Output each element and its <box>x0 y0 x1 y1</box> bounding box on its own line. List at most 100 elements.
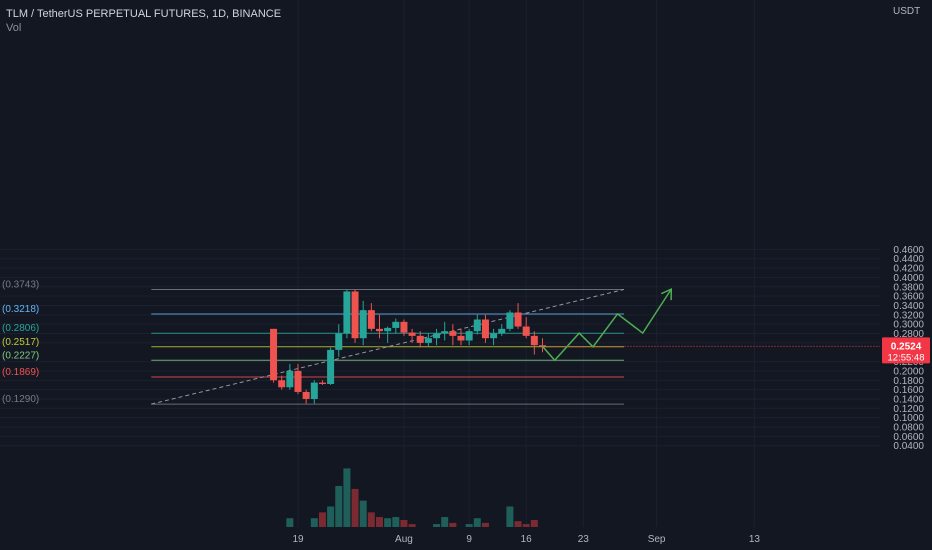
volume-bar <box>449 522 457 527</box>
volume-bar <box>286 518 294 527</box>
candle-body <box>318 382 326 385</box>
volume-bar <box>343 468 351 527</box>
candle-body <box>465 331 473 341</box>
current-price-box <box>882 337 930 364</box>
candle-body <box>449 331 457 336</box>
candle-body <box>392 321 400 328</box>
fib-level-label: (0.3743) <box>2 279 39 290</box>
price-tick-label: 0.1000 <box>893 413 924 424</box>
candle-body <box>286 370 294 388</box>
candle-body <box>424 338 432 343</box>
candle-body <box>270 328 278 381</box>
price-tick-label: 0.2000 <box>893 366 924 377</box>
time-tick-label: Aug <box>395 534 413 545</box>
volume-bar <box>506 506 514 527</box>
fib-level-label: (0.3218) <box>2 304 39 315</box>
time-tick-label: 16 <box>521 534 533 545</box>
time-tick-label: Sep <box>648 534 666 545</box>
candle-body <box>302 391 310 399</box>
volume-bar <box>465 524 473 527</box>
time-tick-label: 23 <box>578 534 590 545</box>
volume-bar <box>408 524 416 527</box>
candle-body <box>294 370 302 392</box>
volume-bar <box>392 517 400 527</box>
fib-level-label: (0.2806) <box>2 323 39 334</box>
candle-body <box>367 310 375 329</box>
candle-body <box>481 319 489 339</box>
volume-bar <box>351 488 359 527</box>
fib-retracement: (0.3743) (0.3218) (0.2806) (0.2517) (0.2227)… <box>2 279 624 405</box>
price-tick-label: 0.0800 <box>893 423 924 434</box>
candle-body <box>335 333 343 350</box>
candle-body <box>490 333 498 339</box>
price-tick-label: 0.3400 <box>893 301 924 312</box>
candle-body <box>498 328 506 334</box>
price-tick-label: 0.0400 <box>893 441 924 452</box>
candle-body <box>376 328 383 332</box>
price-tick-label: 0.4400 <box>893 254 924 265</box>
fib-level-label: (0.2227) <box>2 350 39 361</box>
price-tick-label: 0.3800 <box>893 282 924 293</box>
fib-level-label: (0.2517) <box>2 337 39 348</box>
candle-body <box>441 331 449 334</box>
time-axis: 19 Aug 9 16 23 Sep 13 <box>292 534 760 545</box>
volume-bar <box>400 519 408 527</box>
chart-grid <box>0 0 880 527</box>
candle-body <box>359 310 367 339</box>
projection-polyline <box>541 288 672 362</box>
volume-bar <box>384 518 392 527</box>
volume-bar <box>473 518 481 527</box>
candle-body <box>473 319 481 332</box>
volume-bar <box>318 512 326 527</box>
candle-body <box>514 312 522 327</box>
candle-body <box>416 335 424 343</box>
time-tick-label: 9 <box>466 534 472 545</box>
current-price-value: 0.2524 <box>891 341 922 352</box>
volume-bar <box>530 519 538 527</box>
price-tick-label: 0.4200 <box>893 264 924 275</box>
price-tick-label: 0.2800 <box>893 329 924 340</box>
volume-bar <box>327 506 335 527</box>
price-tick-label: 0.3000 <box>893 320 924 331</box>
candle-body <box>327 349 335 385</box>
candle-body <box>310 382 318 399</box>
volume-bar <box>514 521 522 527</box>
volume-bar <box>376 517 383 527</box>
volume-bar <box>310 518 318 527</box>
candle-body <box>506 312 514 329</box>
fib-level-label: (0.1869) <box>2 367 39 378</box>
volume-bar <box>335 485 343 527</box>
price-tick-label: 0.1400 <box>893 394 924 405</box>
candlesticks <box>270 289 546 404</box>
candle-body <box>278 380 286 388</box>
candle-body <box>343 291 351 334</box>
projection-arrowhead <box>660 287 673 301</box>
price-tick-label: 0.3600 <box>893 292 924 303</box>
price-unit-label: USDT <box>893 6 921 17</box>
fib-level-label: (0.1290) <box>2 394 39 405</box>
volume-indicator-label[interactable]: Vol <box>6 22 22 34</box>
candle-body <box>351 291 359 339</box>
price-tick-label: 0.1800 <box>893 376 924 387</box>
candle-body <box>400 321 408 333</box>
volume-bar <box>522 524 530 527</box>
price-tick-label: 0.0600 <box>893 432 924 443</box>
price-tick-label: 0.3200 <box>893 310 924 321</box>
candle-body <box>457 335 465 341</box>
price-tick-label: 0.1600 <box>893 385 924 396</box>
volume-bar <box>359 500 367 527</box>
volume-bar <box>367 512 375 527</box>
chart-title: TLM / TetherUS PERPETUAL FUTURES, 1D, BI… <box>6 8 282 20</box>
time-tick-label: 19 <box>292 534 304 545</box>
candle-body <box>522 326 530 336</box>
candle-body <box>539 345 546 347</box>
volume-bars <box>286 468 538 527</box>
volume-bar <box>481 522 489 527</box>
price-tick-label: 0.1200 <box>893 404 924 415</box>
bar-countdown: 12:55:48 <box>888 352 925 363</box>
time-tick-label: 13 <box>749 534 761 545</box>
price-tick-label: 0.4000 <box>893 273 924 284</box>
volume-bar <box>441 517 449 527</box>
